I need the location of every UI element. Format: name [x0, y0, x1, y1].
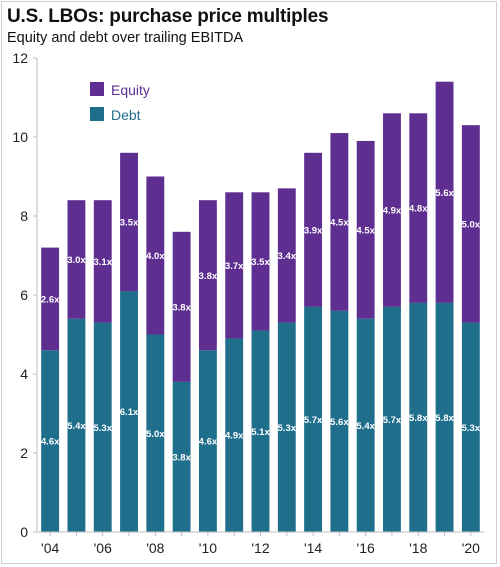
bar-debt-2006 — [93, 322, 112, 532]
data-label-equity: 5.6x — [435, 188, 454, 199]
x-tick-label: '10 — [199, 540, 217, 556]
bar-debt-2019 — [435, 302, 454, 532]
data-label-debt: 5.0x — [146, 429, 165, 440]
bar-equity-2015 — [330, 133, 349, 311]
bar-equity-2014 — [304, 152, 323, 307]
x-tick-label: '16 — [357, 540, 375, 556]
legend-swatch-debt — [90, 107, 104, 121]
y-tick-label: 2 — [20, 445, 28, 461]
bar-debt-2004 — [41, 350, 60, 532]
bar-debt-2009 — [172, 381, 191, 532]
data-label-debt: 5.1x — [251, 427, 270, 438]
legend-label-debt: Debt — [111, 107, 141, 123]
bar-debt-2018 — [409, 302, 428, 532]
bar-equity-2019 — [435, 81, 454, 303]
legend-swatch-equity — [90, 82, 104, 96]
data-label-equity: 3.9x — [304, 225, 323, 236]
data-label-equity: 3.5x — [251, 257, 270, 268]
x-tick-label: '18 — [409, 540, 427, 556]
data-label-equity: 3.0x — [67, 255, 86, 266]
x-axis: '04 '06 '08 '10 '12 '14 '16 '18 '20 — [37, 531, 484, 556]
data-label-equity: 2.6x — [41, 294, 60, 305]
bar-equity-2009 — [172, 231, 191, 382]
data-label-equity: 3.8x — [172, 302, 191, 313]
data-label-debt: 5.6x — [330, 417, 349, 428]
data-label-debt: 4.6x — [199, 437, 218, 448]
bar-equity-2008 — [146, 176, 165, 335]
data-label-debt: 6.1x — [120, 407, 139, 418]
chart-subtitle: Equity and debt over trailing EBITDA — [7, 30, 244, 46]
data-label-debt: 4.6x — [41, 437, 60, 448]
bar-equity-2020 — [461, 125, 480, 323]
y-tick-label: 4 — [20, 366, 28, 382]
chart-title: U.S. LBOs: purchase price multiples — [7, 6, 329, 27]
bar-equity-2012 — [251, 192, 270, 331]
data-label-debt: 5.4x — [67, 421, 86, 432]
data-label-equity: 4.8x — [409, 204, 428, 215]
bar-equity-2016 — [356, 140, 375, 319]
bar-debt-2013 — [277, 322, 296, 532]
bar-equity-2018 — [409, 113, 428, 303]
data-label-debt: 5.4x — [356, 421, 375, 432]
data-label-equity: 3.5x — [120, 217, 139, 228]
bar-debt-2012 — [251, 330, 270, 532]
data-label-equity: 4.9x — [383, 206, 402, 217]
legend: Equity Debt — [90, 82, 150, 123]
bar-debt-2020 — [461, 322, 480, 532]
bar-labels: 4.6x 2.6x 5.4x 3.0x 5.3x 3.1x 6.1x 3.5x 5.0x 4.0x… — [41, 188, 481, 464]
data-label-equity: 5.0x — [462, 219, 481, 230]
x-tick-label: '08 — [146, 540, 164, 556]
bar-equity-2013 — [277, 188, 296, 323]
data-label-equity: 3.7x — [225, 261, 244, 272]
data-label-debt: 3.8x — [172, 452, 191, 463]
bar-equity-2006 — [93, 200, 112, 323]
data-label-debt: 5.3x — [462, 423, 481, 434]
bar-equity-2010 — [198, 200, 217, 351]
data-label-debt: 5.8x — [435, 413, 454, 424]
data-label-equity: 3.1x — [93, 257, 112, 268]
x-tick-label: '06 — [94, 540, 112, 556]
bar-debt-2008 — [146, 334, 165, 532]
data-label-debt: 4.9x — [225, 431, 244, 442]
x-tick-label: '14 — [304, 540, 322, 556]
bar-debt-2010 — [198, 350, 217, 532]
legend-label-equity: Equity — [111, 82, 150, 98]
data-label-debt: 5.3x — [278, 423, 297, 434]
y-tick-label: 6 — [20, 287, 28, 303]
y-axis: 0 2 4 6 8 10 12 — [12, 50, 38, 540]
data-label-equity: 4.5x — [356, 225, 375, 236]
data-label-equity: 4.0x — [146, 251, 165, 262]
data-label-equity: 3.4x — [278, 251, 297, 262]
bar-equity-2017 — [383, 113, 401, 307]
bar-debt-2005 — [67, 318, 86, 532]
bar-debt-2014 — [304, 306, 323, 532]
y-tick-label: 10 — [12, 129, 28, 145]
y-tick-label: 0 — [20, 524, 28, 540]
bar-equity-2011 — [225, 192, 244, 339]
bar-equity-2004 — [41, 247, 60, 351]
bar-debt-2007 — [120, 291, 138, 532]
x-tick-label: '20 — [462, 540, 480, 556]
data-label-debt: 5.3x — [93, 423, 112, 434]
bar-equity-2005 — [67, 200, 86, 319]
bar-equity-2007 — [120, 152, 138, 292]
x-tick-label: '04 — [41, 540, 59, 556]
bar-debt-2017 — [383, 306, 401, 532]
data-label-debt: 5.7x — [304, 415, 323, 426]
x-tick-label: '12 — [251, 540, 269, 556]
bars — [41, 81, 480, 532]
y-tick-label: 12 — [12, 50, 28, 66]
data-label-debt: 5.8x — [409, 413, 428, 424]
bar-debt-2011 — [225, 338, 244, 532]
bar-debt-2015 — [330, 310, 349, 532]
y-tick-label: 8 — [20, 208, 28, 224]
data-label-equity: 3.8x — [199, 271, 218, 282]
bar-debt-2016 — [356, 318, 375, 532]
data-label-debt: 5.7x — [383, 415, 402, 426]
data-label-equity: 4.5x — [330, 217, 349, 228]
